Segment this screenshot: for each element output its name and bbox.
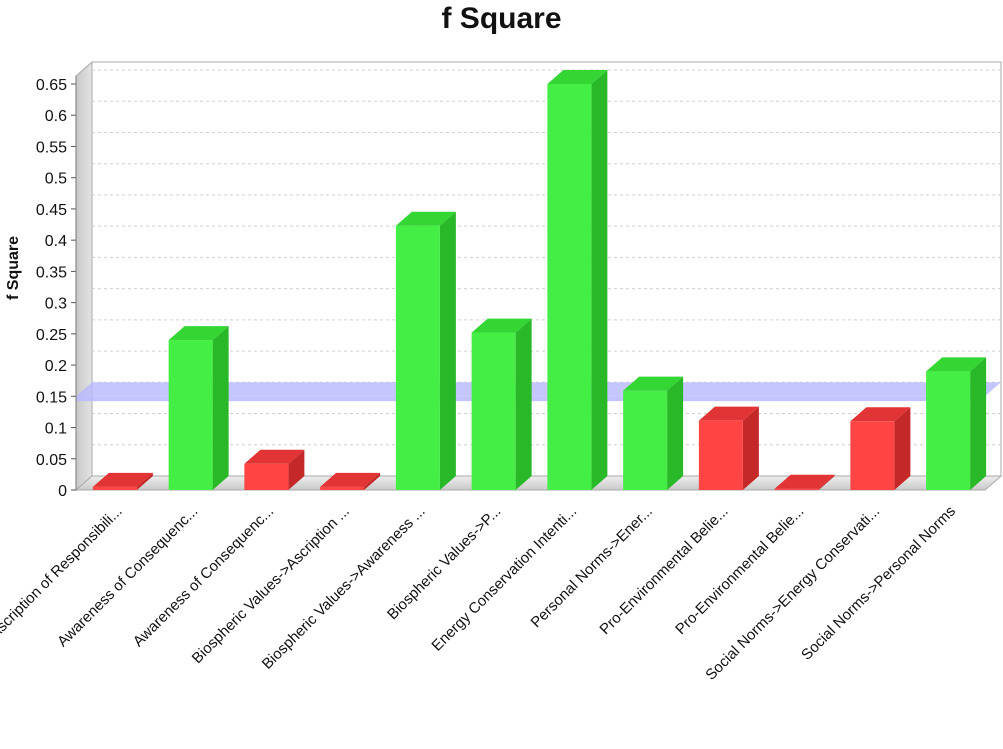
y-tick-label: 0.2 — [45, 358, 67, 375]
x-tick-label: Social Norms->Personal Norms — [798, 503, 959, 664]
bar-side — [439, 211, 456, 490]
bar — [244, 449, 305, 490]
bar-top — [395, 211, 456, 226]
bar — [92, 472, 153, 490]
x-tick-label: Pro-Environmental Belie... — [596, 503, 731, 638]
bar-side — [818, 474, 835, 490]
bar-front — [926, 371, 971, 490]
bar-top — [774, 474, 835, 489]
y-tick-label: 0.25 — [36, 327, 67, 344]
bar-side — [212, 326, 229, 490]
bar-front — [623, 390, 668, 490]
y-tick-label: 0.5 — [45, 171, 67, 188]
bar-front — [92, 486, 137, 490]
bars — [92, 70, 987, 490]
plot-floor — [74, 475, 1003, 491]
bar — [774, 474, 835, 490]
bar-side — [970, 357, 987, 490]
y-tick-label: 0.45 — [36, 202, 67, 219]
gridlines — [92, 69, 1001, 446]
bar-front — [850, 421, 895, 490]
bar — [623, 376, 684, 490]
bar-side — [364, 472, 381, 490]
bar — [547, 70, 608, 490]
bar-top — [168, 326, 229, 341]
x-tick-label: Ascription of Responsibili... — [0, 503, 126, 642]
bar-top — [471, 318, 532, 333]
y-tick-label: 0 — [58, 483, 67, 500]
plot-background — [74, 60, 1003, 492]
bar — [698, 406, 759, 490]
x-tick-label: Pro-Environmental Belie... — [672, 503, 807, 638]
bar-front — [698, 420, 743, 490]
x-tick-label: Awareness of Consequenc... — [130, 503, 277, 650]
bar-top — [850, 407, 911, 422]
bar — [850, 407, 911, 490]
y-tick-label: 0.6 — [45, 108, 67, 125]
y-axis: 0 0.05 0.1 0.15 0.2 0.25 0.3 0.35 0.4 0.45 0.5 0.55… — [36, 76, 77, 500]
bar-front — [244, 463, 289, 490]
bar — [471, 318, 532, 490]
bar-front — [320, 486, 365, 490]
x-tick-label: Biospheric Values->Awareness ... — [259, 503, 429, 673]
y-tick-label: 0.15 — [36, 389, 67, 406]
bar — [168, 326, 229, 490]
plot-left-wall — [75, 60, 93, 492]
chart-title: f Square — [441, 2, 562, 35]
bar-top — [698, 406, 759, 421]
bar-front — [395, 225, 440, 490]
y-tick-label: 0.65 — [36, 77, 67, 94]
bar-front — [774, 488, 819, 490]
bar-top — [244, 449, 305, 464]
bar-side — [136, 472, 153, 490]
y-tick-label: 0.1 — [45, 421, 67, 438]
bar-top — [623, 376, 684, 391]
bar-top — [926, 357, 987, 372]
bar-front — [471, 332, 516, 490]
bar-front — [547, 84, 592, 490]
threshold-band-top — [76, 382, 1001, 397]
x-tick-label: Personal Norms->Ener... — [528, 503, 656, 631]
bar-side — [742, 406, 759, 490]
x-axis: Ascription of Responsibili...Awareness o… — [0, 503, 959, 684]
bar-front — [168, 340, 213, 490]
bar-top — [547, 70, 608, 84]
bar — [926, 357, 987, 490]
x-tick-label: Biospheric Values->Ascription ... — [189, 503, 353, 667]
bar-top — [92, 472, 153, 487]
y-tick-label: 0.05 — [36, 452, 67, 469]
bar-top — [320, 472, 381, 487]
x-tick-label: Awareness of Consequenc... — [54, 503, 201, 650]
x-tick-label: Energy Conservation Intenti... — [428, 503, 580, 655]
y-tick-label: 0.3 — [45, 296, 67, 313]
bar — [320, 472, 381, 490]
bar-side — [591, 70, 608, 490]
bar-side — [894, 407, 911, 490]
bar-side — [515, 318, 532, 490]
bar-side — [288, 449, 305, 490]
bar — [395, 211, 456, 490]
y-axis-label: f Square — [5, 236, 22, 300]
bar-side — [667, 376, 684, 490]
y-tick-label: 0.35 — [36, 264, 67, 281]
plot-back-panel — [91, 61, 1002, 477]
y-tick-label: 0.55 — [36, 139, 67, 156]
y-tick-label: 0.4 — [45, 233, 67, 250]
